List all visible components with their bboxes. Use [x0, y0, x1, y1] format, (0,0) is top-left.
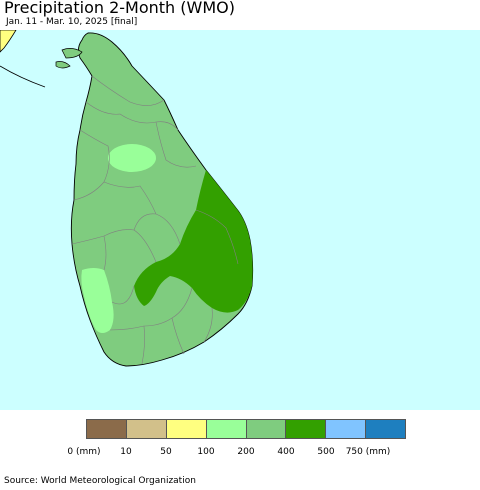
india-landmass	[0, 30, 17, 53]
legend-label: 400	[277, 447, 295, 457]
precipitation-map	[0, 30, 480, 410]
northern-islands	[55, 48, 83, 69]
india-coast	[0, 65, 46, 88]
legend-swatch	[87, 420, 127, 438]
legend-label: 750 (mm)	[345, 447, 391, 457]
legend-label: 50	[160, 447, 172, 457]
legend-swatch	[206, 420, 247, 438]
map-title: Precipitation 2-Month (WMO)	[4, 0, 235, 17]
legend-swatch	[246, 420, 287, 438]
east-heavy-zone	[134, 170, 253, 313]
legend-label: 500	[317, 447, 335, 457]
legend-swatch	[126, 420, 167, 438]
legend-swatch	[326, 420, 367, 438]
legend-swatch	[366, 420, 405, 438]
district-boundaries	[71, 75, 239, 365]
map-subtitle: Jan. 11 - Mar. 10, 2025 [final]	[6, 17, 138, 27]
north-central-light-zone	[108, 144, 156, 172]
south-west-light-zone	[81, 268, 114, 333]
legend-label: 200	[237, 447, 255, 457]
source-credit: Source: World Meteorological Organizatio…	[4, 476, 196, 486]
legend-label: 0 (mm)	[67, 447, 101, 457]
legend-swatch	[286, 420, 327, 438]
legend-label: 100	[197, 447, 215, 457]
legend-swatch	[166, 420, 207, 438]
legend-color-bar	[86, 419, 406, 439]
legend-label: 10	[120, 447, 132, 457]
